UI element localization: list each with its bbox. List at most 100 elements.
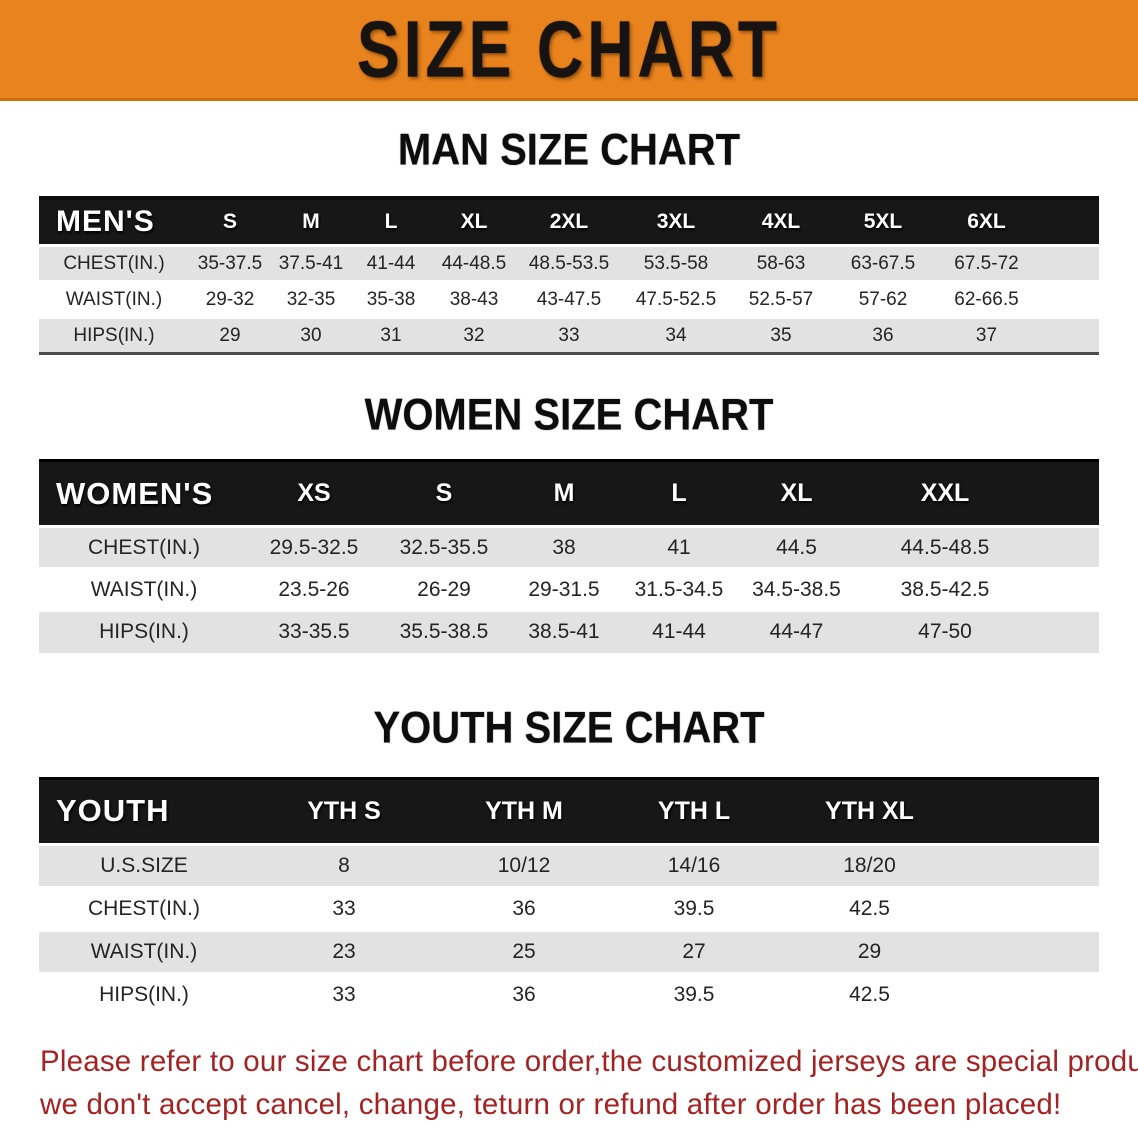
table-cell: 39.5: [609, 885, 779, 930]
column-header: S: [189, 198, 271, 246]
table-row: CHEST(IN.) 35-37.5 37.5-41 41-44 44-48.5 48.5…: [39, 244, 1099, 282]
column-header: XL: [431, 198, 517, 246]
table-cell: 58-63: [731, 244, 831, 282]
table-cell: 35-38: [351, 280, 431, 318]
youth-size-section: YOUTH SIZE CHART YOUTH YTH S YTH M YTH L YTH…: [0, 653, 1138, 1016]
column-header: 4XL: [731, 198, 831, 246]
man-size-title: MAN SIZE CHART: [397, 125, 741, 175]
table-cell: 33: [249, 885, 439, 930]
table-row: U.S.SIZE 8 10/12 14/16 18/20: [39, 842, 1099, 887]
table-cell: 26-29: [379, 567, 509, 611]
table-cell: 63-67.5: [831, 244, 935, 282]
table-cell: 35.5-38.5: [379, 609, 509, 653]
table-cell: 14/16: [609, 842, 779, 887]
youth-size-table: YOUTH YTH S YTH M YTH L YTH XL U.S.SIZE 8 10/12…: [39, 776, 1099, 1016]
table-row: HIPS(IN.) 33-35.5 35.5-38.5 38.5-41 41-44 44-…: [39, 609, 1099, 653]
table-cell: 23: [249, 928, 439, 973]
table-cell: 44-48.5: [431, 244, 517, 282]
column-header: 3XL: [621, 198, 731, 246]
banner-title: SIZE CHART: [357, 4, 781, 94]
row-label: WAIST(IN.): [39, 567, 249, 611]
table-cell: 23.5-26: [249, 567, 379, 611]
table-cell: 32: [431, 316, 517, 354]
column-header: XXL: [854, 460, 1099, 527]
table-cell: 32.5-35.5: [379, 525, 509, 569]
table-cell: 37.5-41: [271, 244, 351, 282]
table-cell: 18/20: [779, 842, 1099, 887]
table-cell: 42.5: [779, 885, 1099, 930]
column-header: YTH S: [249, 778, 439, 844]
table-corner-label: MEN'S: [39, 198, 189, 246]
table-cell: 36: [439, 971, 609, 1016]
row-label: WAIST(IN.): [39, 928, 249, 973]
table-cell: 44.5-48.5: [854, 525, 1099, 569]
table-cell: 25: [439, 928, 609, 973]
table-cell: 38.5-41: [509, 609, 619, 653]
table-cell: 36: [831, 316, 935, 354]
women-size-section: WOMEN SIZE CHART WOMEN'S XS S M L XL XXL CHEST(…: [0, 355, 1138, 653]
table-row: WAIST(IN.) 29-32 32-35 35-38 38-43 43-47.5 47.…: [39, 280, 1099, 318]
table-cell: 30: [271, 316, 351, 354]
table-cell: 43-47.5: [517, 280, 621, 318]
women-size-table: WOMEN'S XS S M L XL XXL CHEST(IN.) 29.5-32.5 32.5…: [39, 459, 1099, 653]
table-cell: 29: [779, 928, 1099, 973]
table-cell: 29.5-32.5: [249, 525, 379, 569]
table-cell: 27: [609, 928, 779, 973]
row-label: HIPS(IN.): [39, 971, 249, 1016]
table-cell: 33-35.5: [249, 609, 379, 653]
table-corner-label: YOUTH: [39, 778, 249, 844]
man-size-table: MEN'S S M L XL 2XL 3XL 4XL 5XL 6XL CHEST(IN.) 35-37…: [39, 196, 1099, 355]
table-cell: 53.5-58: [621, 244, 731, 282]
table-row: CHEST(IN.) 29.5-32.5 32.5-35.5 38 41 44.5 44.5…: [39, 525, 1099, 569]
column-header: XL: [739, 460, 854, 527]
youth-size-title: YOUTH SIZE CHART: [373, 702, 765, 753]
table-cell: 29-31.5: [509, 567, 619, 611]
table-cell: 29: [189, 316, 271, 354]
header-row: YOUTH YTH S YTH M YTH L YTH XL: [39, 778, 1099, 844]
column-header: 5XL: [831, 198, 935, 246]
table-cell: 29-32: [189, 280, 271, 318]
header-row: WOMEN'S XS S M L XL XXL: [39, 460, 1099, 527]
column-header: 2XL: [517, 198, 621, 246]
table-cell: 41: [619, 525, 739, 569]
table-cell: 67.5-72: [935, 244, 1099, 282]
column-header: YTH XL: [779, 778, 1099, 844]
column-header: S: [379, 460, 509, 527]
banner: SIZE CHART: [0, 0, 1138, 101]
table-cell: 31: [351, 316, 431, 354]
table-cell: 31.5-34.5: [619, 567, 739, 611]
table-cell: 33: [517, 316, 621, 354]
table-row: HIPS(IN.) 29 30 31 32 33 34 35 36 37: [39, 316, 1099, 354]
table-cell: 35: [731, 316, 831, 354]
disclaimer: Please refer to our size chart before or…: [40, 1040, 1138, 1126]
table-cell: 57-62: [831, 280, 935, 318]
table-cell: 48.5-53.5: [517, 244, 621, 282]
table-cell: 8: [249, 842, 439, 887]
column-header: XS: [249, 460, 379, 527]
row-label: HIPS(IN.): [39, 609, 249, 653]
table-cell: 36: [439, 885, 609, 930]
table-cell: 41-44: [351, 244, 431, 282]
table-cell: 47-50: [854, 609, 1099, 653]
table-cell: 41-44: [619, 609, 739, 653]
column-header: 6XL: [935, 198, 1099, 246]
table-cell: 34.5-38.5: [739, 567, 854, 611]
women-size-title: WOMEN SIZE CHART: [364, 390, 774, 440]
table-cell: 52.5-57: [731, 280, 831, 318]
table-row: WAIST(IN.) 23 25 27 29: [39, 928, 1099, 973]
row-label: CHEST(IN.): [39, 244, 189, 282]
table-cell: 33: [249, 971, 439, 1016]
table-cell: 38-43: [431, 280, 517, 318]
column-header: L: [351, 198, 431, 246]
row-label: CHEST(IN.): [39, 525, 249, 569]
table-cell: 39.5: [609, 971, 779, 1016]
table-row: WAIST(IN.) 23.5-26 26-29 29-31.5 31.5-34.5 34…: [39, 567, 1099, 611]
table-cell: 32-35: [271, 280, 351, 318]
table-cell: 47.5-52.5: [621, 280, 731, 318]
table-cell: 62-66.5: [935, 280, 1099, 318]
table-row: CHEST(IN.) 33 36 39.5 42.5: [39, 885, 1099, 930]
row-label: HIPS(IN.): [39, 316, 189, 354]
row-label: WAIST(IN.): [39, 280, 189, 318]
table-cell: 38.5-42.5: [854, 567, 1099, 611]
